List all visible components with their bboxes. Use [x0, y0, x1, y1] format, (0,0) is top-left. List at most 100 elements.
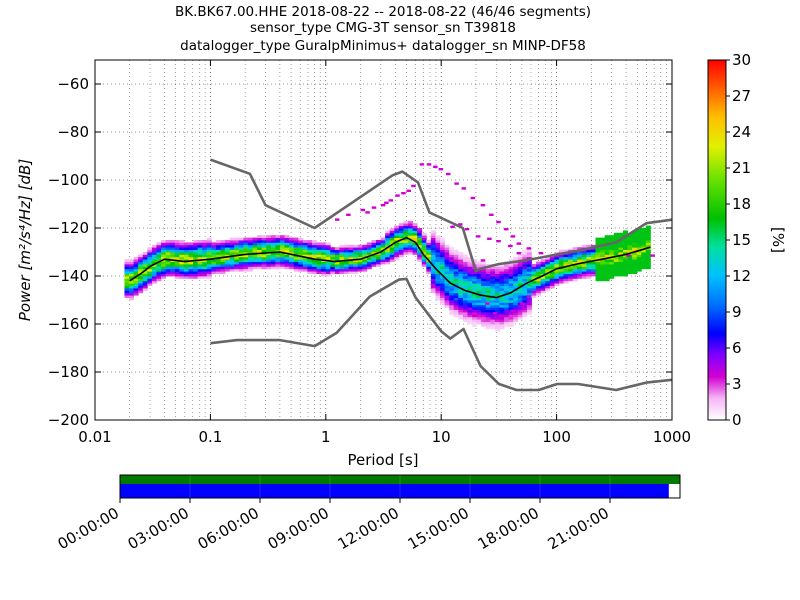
- histogram-cell: [490, 288, 496, 291]
- histogram-cell: [508, 292, 514, 296]
- histogram-cell: [453, 249, 459, 253]
- histogram-cell: [266, 237, 272, 241]
- histogram-cell: [609, 261, 615, 265]
- histogram-cell: [371, 256, 377, 260]
- histogram-cell: [504, 316, 510, 320]
- histogram-cell: [485, 285, 491, 289]
- histogram-cell: [380, 237, 386, 241]
- histogram-cell: [426, 261, 432, 265]
- histogram-cell: [124, 290, 130, 294]
- histogram-cell: [202, 252, 208, 255]
- histogram-cell: [124, 295, 130, 298]
- histogram-cell: [261, 264, 267, 267]
- histogram-cell: [613, 244, 619, 248]
- histogram-cell: [440, 292, 446, 296]
- histogram-cell: [202, 261, 208, 265]
- histogram-cell: [243, 256, 249, 260]
- histogram-cell: [398, 232, 404, 236]
- histogram-cell: [161, 261, 167, 265]
- histogram-cell: [243, 242, 249, 246]
- histogram-cell: [472, 276, 478, 279]
- histogram-outlier-cell: [485, 302, 490, 305]
- histogram-cell: [307, 249, 313, 253]
- histogram-cell: [622, 266, 628, 270]
- histogram-cell: [293, 266, 299, 270]
- histogram-cell: [458, 304, 464, 308]
- histogram-cell: [467, 271, 473, 274]
- histogram-cell: [600, 273, 606, 277]
- histogram-cell: [275, 252, 281, 255]
- histogram-cell: [279, 264, 285, 267]
- histogram-cell: [394, 235, 400, 238]
- histogram-cell: [133, 268, 139, 272]
- plot-frame: [94, 59, 673, 421]
- colorbar-tick-label: 12: [732, 267, 751, 285]
- histogram-cell: [531, 266, 537, 270]
- histogram-cell: [124, 285, 130, 289]
- histogram-cell: [508, 259, 514, 262]
- histogram-cell: [325, 244, 331, 248]
- histogram-cell: [472, 307, 478, 310]
- histogram-cell: [641, 235, 647, 238]
- histogram-cell: [467, 266, 473, 270]
- histogram-cell: [467, 268, 473, 272]
- histogram-cell: [494, 285, 500, 289]
- histogram-cell: [129, 288, 135, 291]
- histogram-cell: [462, 280, 468, 284]
- histogram-cell: [183, 276, 189, 279]
- histogram-cell: [444, 271, 450, 274]
- histogram-cell: [536, 261, 542, 265]
- histogram-cell: [161, 242, 167, 246]
- histogram-cell: [188, 244, 194, 248]
- histogram-cell: [302, 259, 308, 262]
- histogram-cell: [458, 300, 464, 303]
- histogram-cell: [307, 268, 313, 272]
- histogram-cell: [430, 266, 436, 270]
- histogram-cell: [247, 264, 253, 267]
- histogram-cell: [394, 237, 400, 241]
- histogram-cell: [330, 271, 336, 274]
- histogram-cell: [577, 259, 583, 262]
- histogram-cell: [284, 237, 290, 241]
- histogram-cell: [504, 271, 510, 274]
- histogram-cell: [183, 254, 189, 258]
- histogram-cell: [252, 266, 258, 270]
- histogram-cell: [343, 244, 349, 248]
- histogram-cell: [156, 247, 162, 250]
- histogram-cell: [435, 242, 441, 246]
- histogram-cell: [613, 273, 619, 277]
- histogram-cell: [270, 247, 276, 250]
- histogram-cell: [609, 271, 615, 274]
- histogram-cell: [293, 242, 299, 246]
- histogram-cell: [440, 237, 446, 241]
- histogram-cell: [302, 247, 308, 250]
- histogram-cell: [568, 273, 574, 277]
- histogram-cell: [279, 252, 285, 255]
- histogram-cell: [293, 247, 299, 250]
- histogram-cell: [394, 254, 400, 258]
- histogram-cell: [311, 240, 317, 243]
- histogram-cell: [215, 259, 221, 262]
- histogram-cell: [462, 256, 468, 260]
- histogram-cell: [595, 247, 601, 250]
- histogram-cell: [165, 264, 171, 267]
- histogram-cell: [558, 278, 564, 282]
- histogram-cell: [316, 252, 322, 255]
- histogram-cell: [357, 261, 363, 265]
- histogram-cell: [536, 264, 542, 267]
- histogram-cell: [627, 256, 633, 260]
- histogram-cell: [481, 304, 487, 308]
- histogram-cell: [343, 252, 349, 255]
- histogram-cell: [142, 259, 148, 262]
- histogram-cell: [398, 228, 404, 231]
- histogram-cell: [444, 304, 450, 308]
- histogram-cell: [453, 254, 459, 258]
- histogram-cell: [641, 244, 647, 248]
- histogram-cell: [641, 230, 647, 234]
- histogram-cell: [311, 264, 317, 267]
- histogram-cell: [517, 314, 523, 318]
- histogram-cell: [531, 290, 537, 294]
- histogram-cell: [353, 244, 359, 248]
- histogram-cell: [179, 254, 185, 258]
- histogram-cell: [622, 244, 628, 248]
